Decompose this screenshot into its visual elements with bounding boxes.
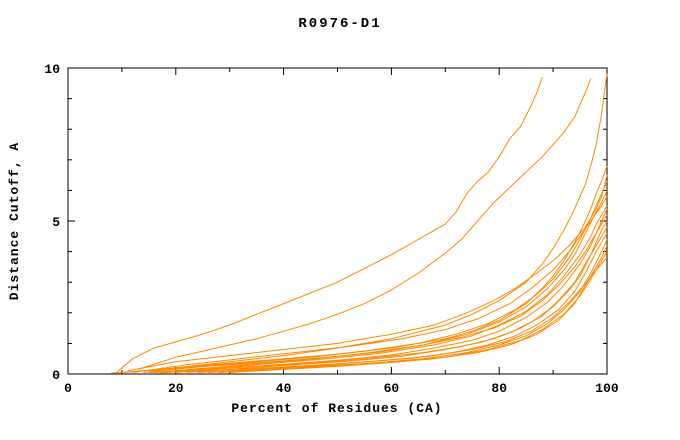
series-line [148, 226, 608, 373]
tick-label: 60 [384, 381, 400, 396]
tick-label: 0 [64, 381, 72, 396]
tick-marks [67, 67, 608, 375]
series-line [154, 190, 608, 373]
series-line [208, 239, 608, 373]
plot-border [67, 67, 608, 375]
tick-label: 100 [595, 381, 619, 396]
series-lines [111, 74, 608, 374]
series-line [132, 196, 608, 373]
series-line [164, 205, 608, 373]
series-line [218, 245, 608, 373]
series-line [175, 214, 608, 373]
tick-label: 40 [276, 381, 292, 396]
tick-label: 10 [44, 62, 60, 77]
series-line [197, 232, 608, 373]
y-axis-label: Distance Cutoff, A [7, 142, 22, 300]
x-axis-label: Percent of Residues (CA) [231, 401, 442, 416]
series-line [111, 208, 608, 374]
tick-label: 5 [52, 215, 60, 230]
series-line [186, 220, 608, 373]
tick-label: 0 [52, 368, 60, 383]
series-line [229, 251, 608, 373]
tick-label: 20 [168, 381, 184, 396]
tick-label: 80 [491, 381, 507, 396]
series-line [143, 180, 608, 373]
series-line [127, 174, 608, 372]
series-line [137, 78, 592, 370]
series-line [116, 77, 543, 373]
series-line [121, 165, 608, 373]
chart-title: R0976-D1 [298, 16, 381, 32]
tick-labels: 0 20 40 60 80 100 0 5 10 [44, 62, 619, 396]
series-line [159, 257, 608, 374]
